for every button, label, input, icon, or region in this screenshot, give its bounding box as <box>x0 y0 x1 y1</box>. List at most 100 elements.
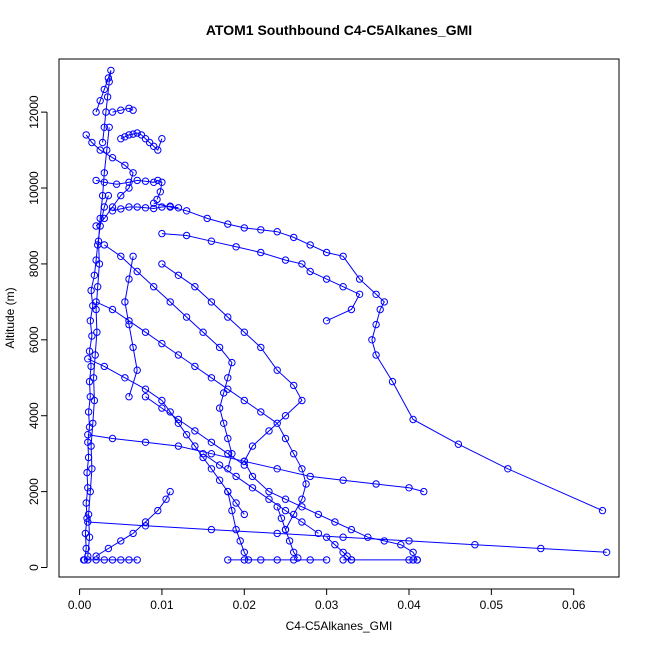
data-point <box>306 556 314 564</box>
data-point <box>117 205 125 213</box>
data-point <box>89 419 97 427</box>
data-point <box>248 442 257 450</box>
data-point <box>129 106 137 114</box>
data-point <box>257 408 265 416</box>
data-point <box>339 252 347 260</box>
data-point <box>298 260 306 268</box>
data-point <box>104 544 113 553</box>
data-point <box>150 283 158 291</box>
data-point <box>87 286 95 295</box>
data-point <box>125 178 133 187</box>
series-21 <box>141 393 249 469</box>
data-point <box>298 396 306 405</box>
data-point <box>82 131 90 139</box>
data-point <box>174 442 183 450</box>
data-point <box>125 184 133 192</box>
y-tick-label: 12000 <box>27 95 41 129</box>
data-point <box>454 440 463 448</box>
data-point <box>602 548 611 556</box>
series-line <box>95 491 171 557</box>
data-point <box>339 556 347 564</box>
data-point <box>298 503 306 511</box>
x-tick-label: 0.03 <box>315 598 339 612</box>
data-point <box>83 514 91 522</box>
data-point <box>240 396 249 405</box>
data-point <box>85 377 94 386</box>
data-point <box>125 393 133 401</box>
data-point <box>240 328 249 336</box>
data-point <box>129 252 137 260</box>
data-point <box>98 138 107 147</box>
data-point <box>125 203 133 211</box>
data-point <box>273 556 281 564</box>
data-point <box>339 283 347 291</box>
y-tick-label: 6000 <box>27 326 41 353</box>
data-point <box>285 537 294 545</box>
data-point <box>166 298 174 306</box>
data-point <box>380 298 388 306</box>
data-point <box>104 191 113 200</box>
data-point <box>248 484 257 492</box>
data-point <box>322 533 331 541</box>
data-point <box>125 131 133 139</box>
data-point <box>85 347 94 355</box>
data-point <box>224 434 232 443</box>
series-25 <box>339 556 421 564</box>
data-point <box>215 476 224 484</box>
data-point <box>314 510 323 519</box>
data-point <box>174 271 183 279</box>
data-point <box>94 237 103 245</box>
data-point <box>372 320 380 329</box>
data-point <box>150 199 158 207</box>
series-16 <box>92 487 174 560</box>
data-point <box>240 510 249 519</box>
data-point <box>182 313 191 321</box>
data-point <box>125 320 133 329</box>
data-point <box>220 389 228 397</box>
data-point <box>339 533 347 541</box>
data-point <box>92 176 100 185</box>
data-point <box>158 396 166 405</box>
data-point <box>156 188 165 196</box>
data-point <box>141 438 150 446</box>
data-point <box>298 518 306 526</box>
data-point <box>413 556 421 564</box>
data-point <box>215 404 224 412</box>
data-point <box>81 529 90 538</box>
data-point <box>125 104 133 113</box>
data-point <box>224 385 232 393</box>
data-point <box>199 450 207 458</box>
data-point <box>96 146 104 154</box>
x-tick-label: 0.01 <box>150 598 174 612</box>
data-point <box>166 203 174 211</box>
data-point <box>158 178 166 187</box>
y-axis: 0 2000 4000 6000 8000 10000 12000 <box>27 95 48 571</box>
chart-title: ATOM1 Southbound C4-C5Alkanes_GMI <box>206 22 472 38</box>
data-point <box>257 248 265 257</box>
data-point <box>108 154 117 162</box>
data-point <box>182 231 191 240</box>
series-14 <box>84 431 428 496</box>
data-point <box>207 438 216 446</box>
series-4 <box>108 104 137 116</box>
data-point <box>215 343 224 352</box>
data-point <box>154 506 162 515</box>
series-line <box>104 244 233 469</box>
data-point <box>117 537 125 545</box>
data-point <box>224 313 232 321</box>
data-point <box>409 415 417 424</box>
data-point <box>265 427 273 435</box>
series-layer <box>80 66 611 564</box>
data-point <box>125 275 133 283</box>
data-point <box>88 138 96 147</box>
data-point <box>273 419 281 427</box>
data-point <box>215 461 224 469</box>
data-point <box>191 283 199 291</box>
data-point <box>265 495 273 503</box>
data-point <box>248 472 257 481</box>
series-9 <box>158 229 364 325</box>
data-point <box>121 374 129 382</box>
data-point <box>372 351 380 359</box>
data-point <box>84 510 93 519</box>
data-point <box>306 267 314 276</box>
